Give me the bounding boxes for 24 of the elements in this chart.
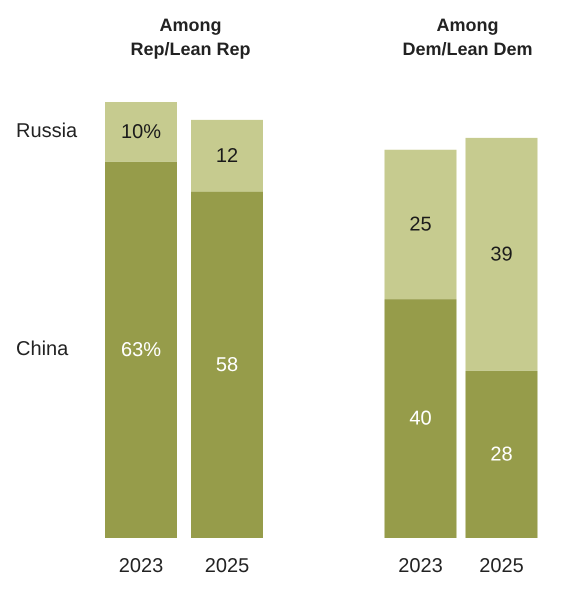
bar <box>191 120 263 192</box>
bar <box>466 370 538 538</box>
bar <box>384 150 456 300</box>
x-tick-label: 2023 <box>398 555 443 577</box>
bar <box>105 102 177 162</box>
data-label: 10% <box>120 120 162 143</box>
bar <box>105 162 177 538</box>
bar <box>384 299 456 538</box>
data-label: 39 <box>490 243 513 266</box>
data-label: 58 <box>216 354 238 376</box>
x-tick-label: 2025 <box>204 555 250 577</box>
data-label: 28 <box>490 443 513 466</box>
x-tick-label: 2023 <box>118 555 164 577</box>
chart-title: Among Rep/Lean Rep <box>130 15 251 59</box>
data-label: 12 <box>216 144 238 167</box>
series-label: China <box>16 338 70 360</box>
x-tick-label: 2025 <box>479 555 524 577</box>
data-label: 40 <box>409 408 432 430</box>
bar <box>191 192 263 538</box>
bar <box>466 138 538 371</box>
chart-title: Among Dem/Lean Dem <box>402 15 533 59</box>
data-label: 25 <box>409 213 432 236</box>
series-label: Russia <box>16 120 78 142</box>
data-label: 63% <box>120 338 162 361</box>
